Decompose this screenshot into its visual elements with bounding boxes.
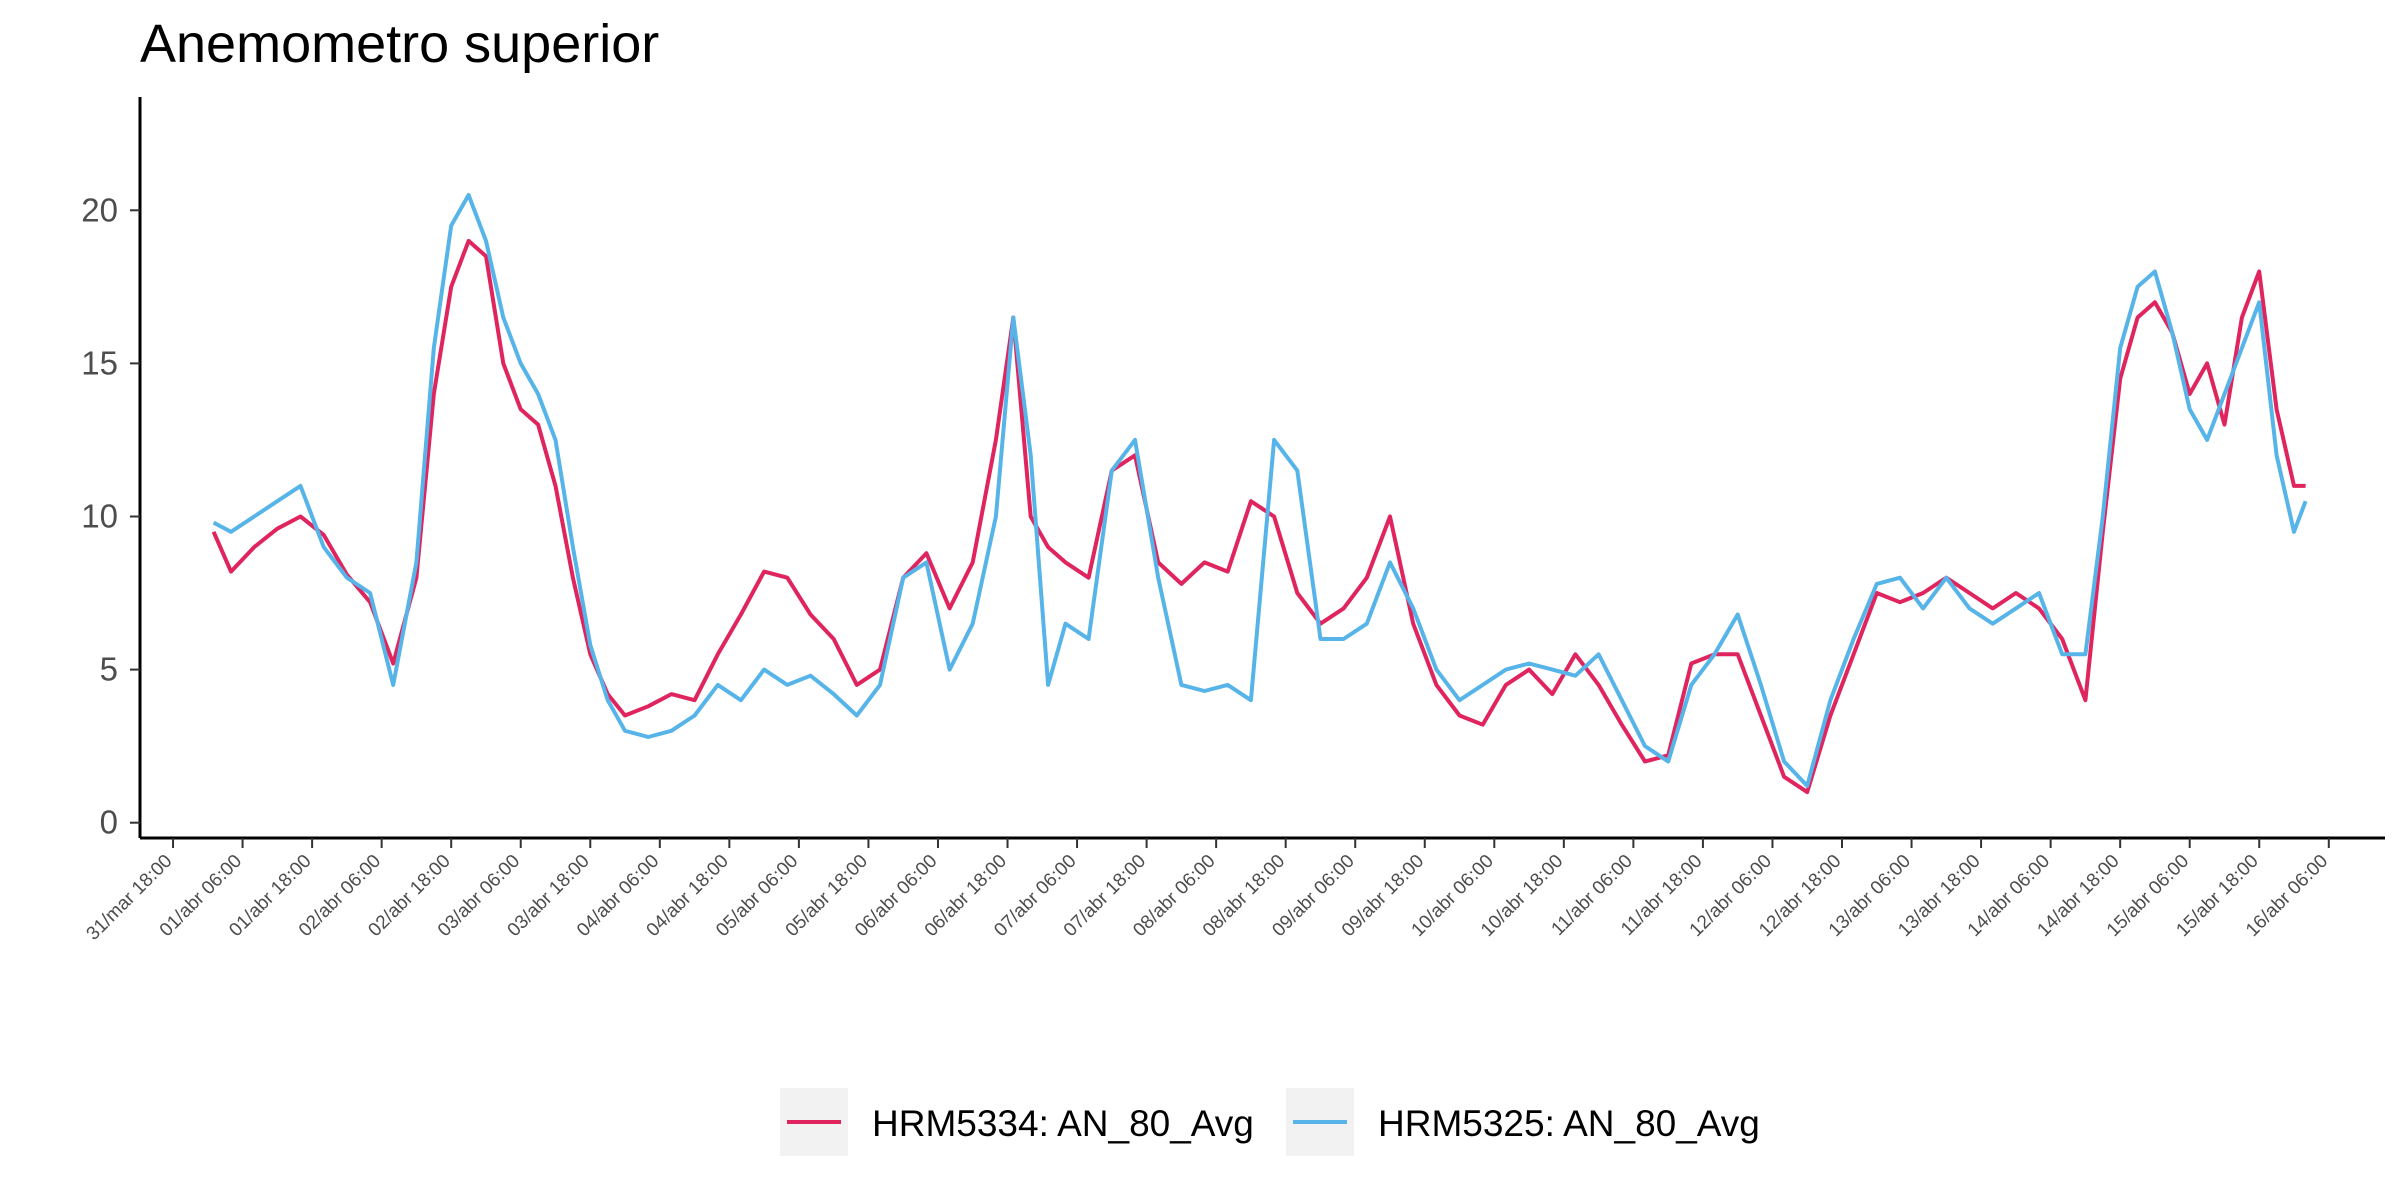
legend-label-series-1: HRM5334: AN_80_Avg: [872, 1103, 1254, 1144]
y-tick-label: 10: [81, 497, 118, 534]
y-tick-label: 5: [100, 651, 118, 688]
y-tick-label: 0: [100, 804, 118, 841]
y-tick-label: 20: [81, 191, 118, 228]
y-tick-label: 15: [81, 344, 118, 381]
legend-item-series-1: HRM5334: AN_80_Avg: [780, 1088, 1254, 1156]
plot-area: [211, 193, 2308, 795]
legend-label-series-2: HRM5325: AN_80_Avg: [1378, 1103, 1760, 1144]
legend-item-series-2: HRM5325: AN_80_Avg: [1286, 1088, 1760, 1156]
chart-title: Anemometro superior: [140, 14, 659, 74]
legend: HRM5334: AN_80_Avg HRM5325: AN_80_Avg: [780, 1088, 1760, 1156]
y-axis: 0 5 10 15 20: [81, 191, 140, 841]
series-line-1: [211, 238, 2306, 795]
series-line-2: [212, 193, 2308, 788]
